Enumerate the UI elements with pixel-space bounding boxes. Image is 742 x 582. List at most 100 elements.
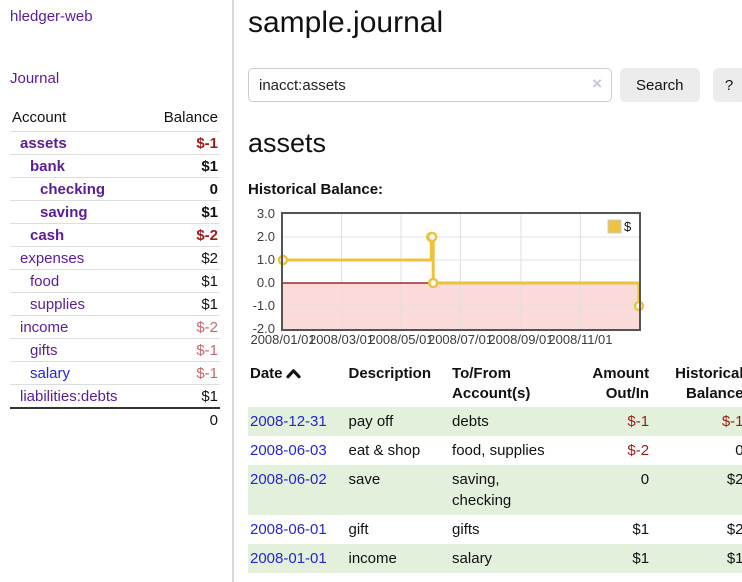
account-balance: $-1 (146, 361, 220, 385)
accounts-header-account: Account (12, 109, 67, 126)
sidebar-account-supplies[interactable]: supplies (30, 296, 86, 313)
sidebar-account-food[interactable]: food (30, 273, 60, 290)
chart-label: Historical Balance: (248, 181, 384, 198)
sidebar-account-gifts[interactable]: gifts (30, 342, 58, 359)
balance-cell: $1 (726, 550, 742, 567)
register-header-date[interactable]: Date (248, 361, 346, 407)
register-table: Date Description To/From Account(s) Amoun… (248, 361, 742, 573)
help-button[interactable]: ? (712, 68, 742, 102)
clear-search-icon[interactable]: × (592, 74, 602, 93)
transaction-date-link[interactable]: 2008-06-01 (250, 521, 327, 538)
y-tick-label: 3.0 (256, 206, 275, 221)
account-name-cell: bank (10, 154, 147, 178)
sidebar-account-income[interactable]: income (20, 319, 69, 336)
accounts-cell: food, supplies (452, 442, 545, 459)
sidebar-account-assets[interactable]: assets (20, 135, 67, 152)
account-balance: $1 (146, 292, 220, 316)
sidebar-account-saving[interactable]: saving (40, 204, 88, 221)
account-name-cell: income (10, 315, 147, 339)
x-tick-label: 2008/11/01 (548, 332, 613, 347)
register-header-balance: Historical Balance (675, 365, 742, 402)
account-row: liabilities:debts $1 (10, 384, 220, 408)
chart-canvas[interactable]: $ (277, 209, 645, 334)
accounts-cell: gifts (452, 521, 480, 538)
account-balance: $-2 (146, 315, 220, 339)
account-balance: $-1 (146, 338, 220, 362)
account-balance: $1 (146, 154, 220, 178)
search-form: × Search ? (248, 68, 742, 102)
total-spacer (10, 407, 147, 431)
app-brand-link[interactable]: hledger-web (10, 8, 93, 25)
account-heading: assets (248, 128, 327, 158)
y-tick-label: 0.0 (256, 275, 275, 290)
accounts-table: Account Balance assets $-1 bank $1 checking 0… (10, 106, 220, 431)
sidebar-item-journal[interactable]: Journal (10, 70, 60, 87)
amount-cell: $-2 (627, 442, 650, 459)
x-tick-label: 2008/05/01 (368, 332, 434, 347)
description-cell: eat & shop (348, 442, 421, 459)
account-row: salary $-1 (10, 361, 220, 385)
legend-swatch (607, 219, 622, 234)
account-row: expenses $2 (10, 246, 220, 270)
description-cell: gift (348, 521, 369, 538)
sort-ascending-icon (285, 365, 301, 385)
register-header-accounts: To/From Account(s) (452, 365, 531, 402)
account-name-cell: supplies (10, 292, 147, 316)
balance-cell: $2 (726, 471, 742, 488)
search-input[interactable] (248, 68, 612, 102)
date-cell: 2008-06-02 (248, 465, 346, 515)
register-tbody: 2008-12-31 pay off debts $-1 $-1 2008-06-03 ea… (248, 407, 742, 573)
sidebar-account-salary[interactable]: salary (30, 365, 71, 382)
register-header-amount: Amount Out/In (592, 365, 650, 402)
account-row: bank $1 (10, 154, 220, 178)
sidebar-account-checking[interactable]: checking (40, 181, 106, 198)
sidebar-account-expenses[interactable]: expenses (20, 250, 85, 267)
amount-cell: $1 (632, 550, 650, 567)
account-row: supplies $1 (10, 292, 220, 316)
description-cell: income (348, 550, 397, 567)
accounts-total-balance: 0 (146, 407, 220, 431)
account-row: food $1 (10, 269, 220, 293)
account-row: assets $-1 (10, 131, 220, 155)
x-tick-label: 2008/01/01 (250, 332, 316, 347)
account-name-cell: liabilities:debts (10, 384, 147, 408)
date-cell: 2008-12-31 (248, 407, 346, 436)
balance-cell: $-1 (721, 413, 742, 430)
y-tick-label: -2.0 (252, 321, 275, 336)
account-balance: 0 (146, 177, 220, 201)
account-name-cell: checking (10, 177, 147, 201)
register-row: 2008-12-31 pay off debts $-1 $-1 (248, 407, 742, 436)
register-row: 2008-01-01 income salary $1 $1 (248, 544, 742, 573)
accounts-cell: salary (452, 550, 493, 567)
amount-cell: $-1 (627, 413, 650, 430)
sidebar-account-bank[interactable]: bank (30, 158, 66, 175)
transaction-date-link[interactable]: 2008-12-31 (250, 413, 327, 430)
account-name-cell: saving (10, 200, 147, 224)
transaction-date-link[interactable]: 2008-06-03 (250, 442, 327, 459)
search-button[interactable]: Search (620, 68, 700, 102)
y-tick-label: 2.0 (256, 229, 275, 244)
sidebar-account-cash[interactable]: cash (30, 227, 65, 244)
account-balance: $1 (146, 200, 220, 224)
account-balance: $1 (146, 269, 220, 293)
sidebar-account-liabilities-debts[interactable]: liabilities:debts (20, 388, 118, 405)
x-tick-label: 2008/03/01 (308, 332, 375, 347)
transaction-date-link[interactable]: 2008-01-01 (250, 550, 327, 567)
amount-cell: 0 (640, 471, 650, 488)
date-cell: 2008-01-01 (248, 544, 346, 573)
page-title: sample.journal (248, 6, 444, 39)
date-cell: 2008-06-03 (248, 436, 346, 465)
account-row: cash $-2 (10, 223, 220, 247)
account-balance: $1 (146, 384, 220, 408)
accounts-tbody: assets $-1 bank $1 checking 0 saving $1 cash $-2 e… (10, 131, 220, 408)
account-name-cell: expenses (10, 246, 147, 270)
account-name-cell: salary (10, 361, 147, 385)
date-cell: 2008-06-01 (248, 515, 346, 544)
description-cell: pay off (348, 413, 394, 430)
transaction-date-link[interactable]: 2008-06-02 (250, 471, 327, 488)
y-tick-label: 1.0 (256, 252, 275, 267)
main-content: sample.journal × Search ? assets Histori… (234, 0, 742, 582)
description-cell: save (348, 471, 381, 488)
register-row: 2008-06-01 gift gifts $1 $2 (248, 515, 742, 544)
